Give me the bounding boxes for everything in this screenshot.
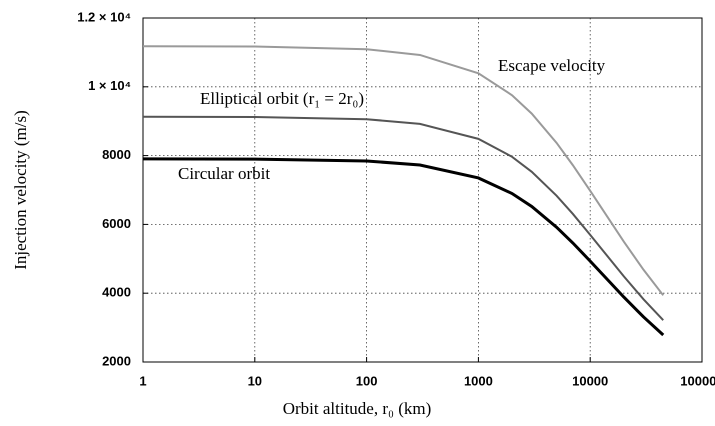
y-tick-label: 4000 — [102, 285, 131, 300]
y-tick-label: 8000 — [102, 147, 131, 162]
y-axis-label: Injection velocity (m/s) — [11, 110, 30, 270]
series-line — [142, 45, 665, 296]
plot-frame — [142, 17, 703, 363]
y-tick-label: 1.2 × 10⁴ — [77, 9, 131, 24]
series-label: Elliptical orbit (r₁ = 2r₀) — [200, 89, 364, 108]
x-tick-label: 1 — [139, 373, 146, 388]
x-tick-label: 100000 — [680, 373, 715, 388]
y-tick-label: 2000 — [102, 353, 131, 368]
series-label: Circular orbit — [178, 164, 270, 183]
x-tick-label: 1000 — [464, 373, 493, 388]
x-axis-label: Orbit altitude, r₀ (km) — [283, 399, 432, 418]
x-tick-label: 10 — [248, 373, 262, 388]
y-tick-label: 1 × 10⁴ — [88, 78, 131, 93]
x-tick-label: 100 — [356, 373, 378, 388]
series-label: Escape velocity — [498, 56, 606, 75]
series-line — [142, 157, 665, 337]
y-tick-label: 6000 — [102, 216, 131, 231]
x-tick-label: 10000 — [572, 373, 608, 388]
series-line — [142, 115, 664, 321]
